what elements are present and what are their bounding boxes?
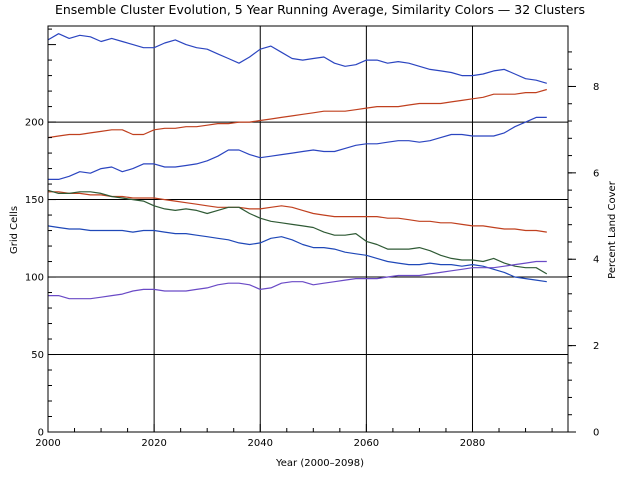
y-tick-label: 50	[31, 350, 44, 361]
series-line-6	[47, 225, 547, 283]
series-layer	[47, 33, 548, 300]
series-line-4	[48, 191, 547, 233]
x-tick-label: 2080	[460, 438, 485, 449]
x-axis-label: Year (2000–2098)	[275, 458, 364, 469]
x-tick-label: 2000	[35, 438, 60, 449]
y-axis-label: Grid Cells	[9, 206, 20, 254]
x-tick-label: 2060	[354, 438, 379, 449]
chart-title: Ensemble Cluster Evolution, 5 Year Runni…	[55, 2, 585, 17]
series-line-5	[47, 189, 548, 275]
y2-tick-label: 0	[593, 428, 599, 439]
y2-tick-label: 4	[593, 255, 599, 266]
y-tick-label: 100	[25, 273, 44, 284]
x-tick-label: 2020	[141, 438, 166, 449]
series-line-2	[47, 88, 547, 139]
x-tick-label: 2040	[248, 438, 273, 449]
y-tick-label: 200	[25, 118, 44, 129]
series-line-7	[48, 260, 547, 300]
y-tick-label: 0	[38, 428, 44, 439]
grid	[48, 26, 568, 432]
y-tick-label: 150	[25, 195, 44, 206]
y2-tick-label: 2	[593, 341, 599, 352]
y2-tick-label: 8	[593, 82, 599, 93]
series-line-3	[48, 116, 547, 180]
x-axis-ticks: 2000 2020 2040 2060 2080	[35, 424, 553, 449]
y2-tick-label: 6	[593, 168, 599, 179]
y2-axis-ticks: 0 2 4 6 8	[568, 51, 599, 439]
y-axis-ticks: 0 50 100 150 200	[25, 28, 56, 439]
plot-frame	[47, 25, 569, 433]
y2-axis-label: Percent Land Cover	[607, 180, 618, 279]
series-line-1	[47, 33, 547, 84]
